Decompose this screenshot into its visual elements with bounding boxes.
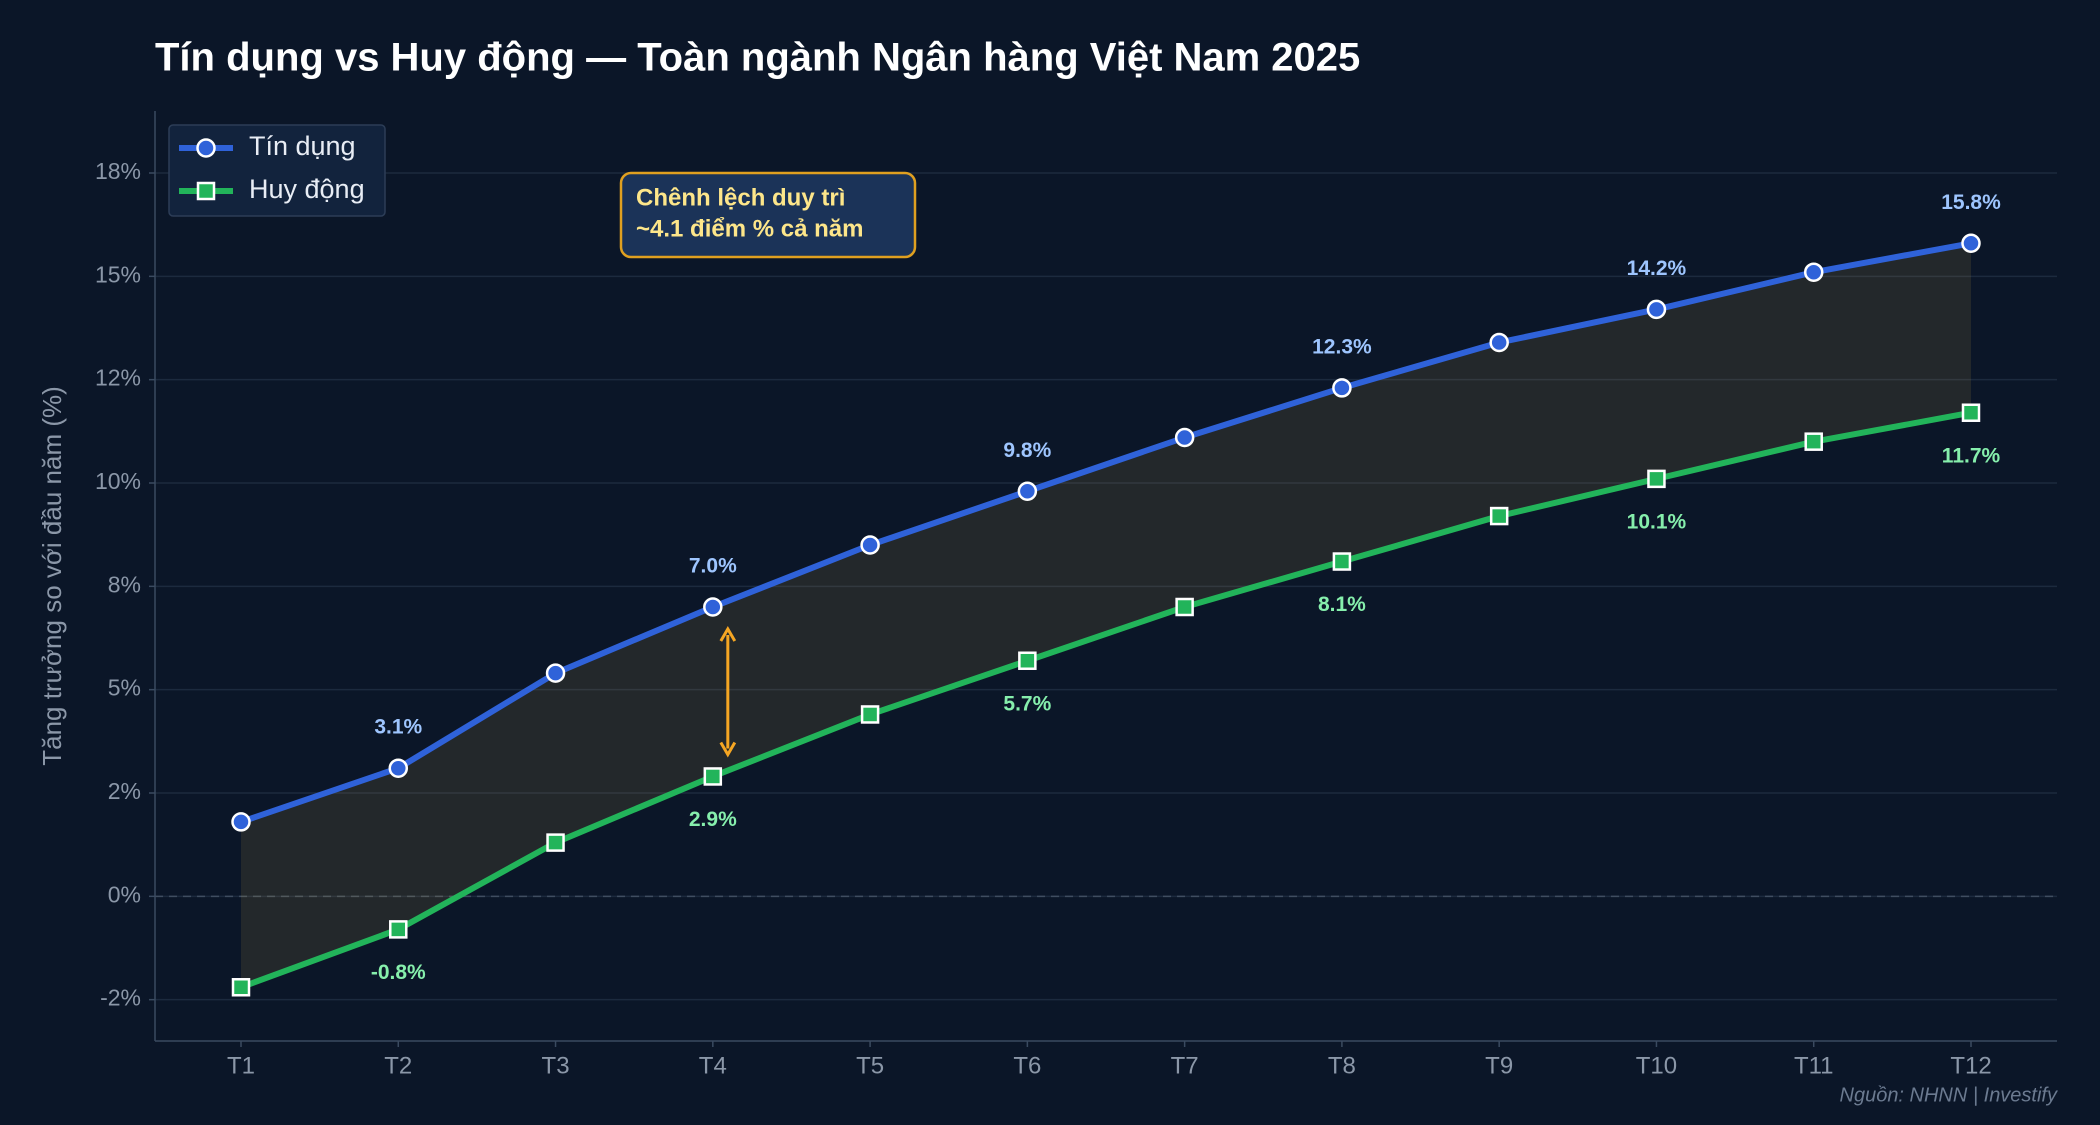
arrow-head xyxy=(719,626,737,642)
x-tick-label: T11 xyxy=(1794,1052,1834,1079)
marker xyxy=(1961,403,1981,422)
x-tick-label: T7 xyxy=(1171,1052,1199,1079)
data-label: 2.9% xyxy=(689,808,737,831)
data-label: 3.1% xyxy=(374,716,422,739)
y-axis-label: Tăng trưởng so với đầu năm (%) xyxy=(37,386,67,766)
marker xyxy=(1646,299,1667,320)
y-tick-label: 10% xyxy=(95,468,141,494)
marker xyxy=(546,833,565,852)
source: Nguồn: NHNN | Investify xyxy=(1840,1084,2058,1106)
legend-marker xyxy=(196,181,216,201)
marker xyxy=(703,767,723,786)
y-tick-label: 15% xyxy=(95,261,141,287)
gap-area xyxy=(241,243,1971,988)
y-tick-label: 2% xyxy=(108,778,141,804)
data-label: 10.1% xyxy=(1627,510,1687,533)
x-tick-label: T3 xyxy=(542,1052,570,1079)
marker xyxy=(1647,469,1666,489)
annotation-text: ~4.1 điểm % cả năm xyxy=(636,215,863,242)
marker xyxy=(1174,427,1195,448)
marker xyxy=(1332,378,1352,398)
legend-label: Huy động xyxy=(249,174,365,204)
x-tick-label: T1 xyxy=(227,1052,255,1079)
marker xyxy=(1803,262,1824,282)
marker xyxy=(1175,597,1194,617)
marker xyxy=(388,758,409,778)
data-label: 8.1% xyxy=(1318,593,1366,616)
annotation-text: Chênh lệch duy trì xyxy=(636,184,845,211)
marker xyxy=(1018,651,1037,670)
data-label: 5.7% xyxy=(1003,692,1051,715)
x-tick-label: T10 xyxy=(1636,1052,1677,1079)
x-tick-label: T8 xyxy=(1328,1052,1356,1079)
data-label: -0.8% xyxy=(371,961,426,984)
marker xyxy=(231,978,251,997)
y-tick-label: 0% xyxy=(108,881,141,907)
data-label: 14.2% xyxy=(1627,257,1687,280)
marker xyxy=(1489,506,1509,526)
arrow-head xyxy=(719,741,737,758)
marker xyxy=(860,705,880,724)
x-tick-label: T9 xyxy=(1485,1052,1513,1079)
marker xyxy=(1961,233,1981,254)
marker xyxy=(1332,552,1352,571)
y-tick-label: 12% xyxy=(95,365,141,391)
data-label: 12.3% xyxy=(1312,335,1372,358)
x-tick-label: T5 xyxy=(856,1052,884,1079)
y-tick-label: 5% xyxy=(108,675,141,701)
y-tick-label: -2% xyxy=(100,985,141,1011)
annotation-box xyxy=(619,171,917,259)
marker xyxy=(703,597,723,617)
legend-label: Tín dụng xyxy=(249,131,356,161)
y-tick-label: 18% xyxy=(95,158,141,184)
y-tick-label: 8% xyxy=(108,571,141,597)
data-label: 9.8% xyxy=(1003,439,1051,462)
marker xyxy=(1489,332,1509,353)
data-label: 7.0% xyxy=(689,555,737,578)
marker xyxy=(231,812,251,832)
x-tick-label: T2 xyxy=(384,1052,412,1079)
series-line xyxy=(239,409,1972,991)
x-tick-label: T6 xyxy=(1013,1052,1041,1079)
marker xyxy=(860,535,880,555)
legend-marker xyxy=(196,138,216,158)
marker xyxy=(389,920,408,939)
x-tick-label: T4 xyxy=(699,1052,727,1079)
chart-title: Tín dụng vs Huy động — Toàn ngành Ngân h… xyxy=(155,36,1360,80)
data-label: 11.7% xyxy=(1942,444,2001,467)
series-line xyxy=(240,240,1972,825)
marker xyxy=(1804,432,1823,451)
marker xyxy=(1017,481,1038,502)
x-tick-label: T12 xyxy=(1950,1052,1991,1079)
data-label: 15.8% xyxy=(1941,191,2001,214)
marker xyxy=(545,663,566,683)
